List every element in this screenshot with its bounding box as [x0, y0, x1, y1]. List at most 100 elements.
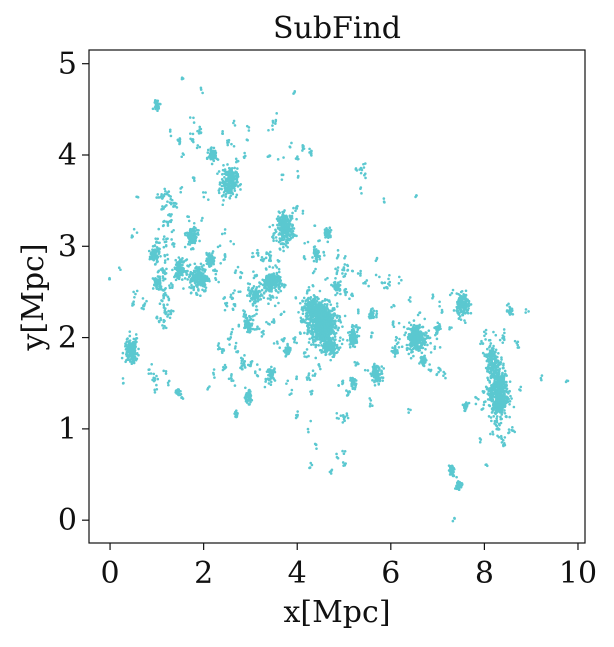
data-point	[457, 484, 461, 488]
data-point	[500, 391, 503, 395]
data-point	[315, 260, 318, 263]
data-point	[274, 228, 277, 232]
data-point	[217, 170, 221, 173]
data-point	[407, 337, 410, 341]
data-point	[218, 183, 222, 186]
data-point	[212, 368, 216, 371]
data-point	[162, 292, 166, 296]
data-point	[227, 173, 230, 177]
data-point	[165, 204, 168, 207]
data-point	[231, 172, 235, 176]
data-point	[493, 355, 497, 358]
data-point	[343, 314, 347, 318]
data-point	[330, 322, 333, 326]
data-point	[458, 482, 462, 486]
data-point	[322, 318, 325, 322]
data-point	[417, 349, 420, 352]
data-point	[508, 380, 512, 383]
data-point	[268, 294, 272, 297]
data-point	[243, 365, 247, 369]
data-point	[298, 301, 302, 305]
data-point	[462, 307, 465, 311]
data-point	[270, 277, 273, 280]
data-point	[223, 228, 227, 231]
data-point	[205, 251, 208, 255]
data-point	[312, 313, 316, 317]
data-point	[267, 382, 271, 385]
data-point	[177, 393, 180, 397]
data-point	[339, 292, 342, 296]
data-point	[456, 311, 460, 315]
data-point	[496, 368, 500, 372]
data-point	[192, 221, 196, 225]
data-point	[233, 171, 237, 175]
data-point	[230, 297, 234, 301]
data-point	[324, 330, 328, 334]
data-point	[232, 186, 236, 190]
data-point	[285, 348, 289, 351]
data-point	[200, 272, 204, 276]
data-point	[369, 372, 373, 375]
data-point	[377, 383, 381, 386]
data-point	[324, 317, 328, 320]
data-point	[332, 312, 336, 315]
data-point	[408, 321, 411, 324]
data-point	[500, 394, 504, 397]
data-point	[450, 468, 454, 471]
data-point	[245, 323, 249, 326]
data-point	[427, 329, 431, 332]
data-point	[329, 351, 333, 355]
data-point	[325, 334, 329, 338]
data-point	[489, 342, 493, 345]
data-point	[133, 356, 137, 360]
data-point	[508, 402, 511, 406]
data-point	[168, 316, 172, 320]
data-point	[258, 295, 262, 298]
data-point	[137, 347, 140, 351]
data-point	[222, 349, 226, 352]
data-point	[168, 213, 171, 216]
data-point	[375, 372, 379, 375]
data-point	[158, 286, 162, 290]
data-point	[409, 339, 412, 342]
data-point	[255, 251, 259, 255]
data-point	[268, 284, 271, 287]
data-point	[332, 346, 336, 349]
data-point	[193, 234, 197, 237]
data-point	[460, 482, 464, 485]
data-point	[172, 228, 175, 232]
data-point	[307, 303, 310, 307]
data-point	[213, 269, 216, 273]
data-point	[312, 335, 316, 339]
data-point	[168, 194, 171, 198]
data-point	[491, 406, 495, 410]
data-point	[370, 308, 373, 311]
data-point	[176, 261, 180, 264]
data-point	[409, 356, 413, 360]
data-point	[156, 260, 159, 263]
data-point	[333, 335, 337, 338]
data-point	[463, 294, 467, 298]
data-point	[404, 331, 408, 334]
data-point	[350, 331, 354, 335]
data-point	[304, 318, 308, 321]
data-point	[382, 367, 386, 370]
data-point	[256, 254, 260, 257]
data-point	[327, 328, 330, 331]
data-point	[244, 386, 247, 390]
data-point	[490, 372, 494, 376]
data-point	[166, 237, 169, 240]
data-point	[211, 157, 215, 161]
data-point	[504, 396, 507, 400]
data-point	[155, 287, 159, 290]
data-point	[308, 337, 311, 341]
data-point	[202, 278, 205, 282]
data-point	[323, 302, 327, 306]
data-point	[246, 294, 249, 297]
data-point	[188, 285, 191, 289]
data-point	[277, 291, 280, 294]
data-point	[170, 238, 173, 241]
data-point	[314, 298, 317, 301]
data-point	[282, 235, 285, 238]
data-point	[275, 296, 278, 299]
